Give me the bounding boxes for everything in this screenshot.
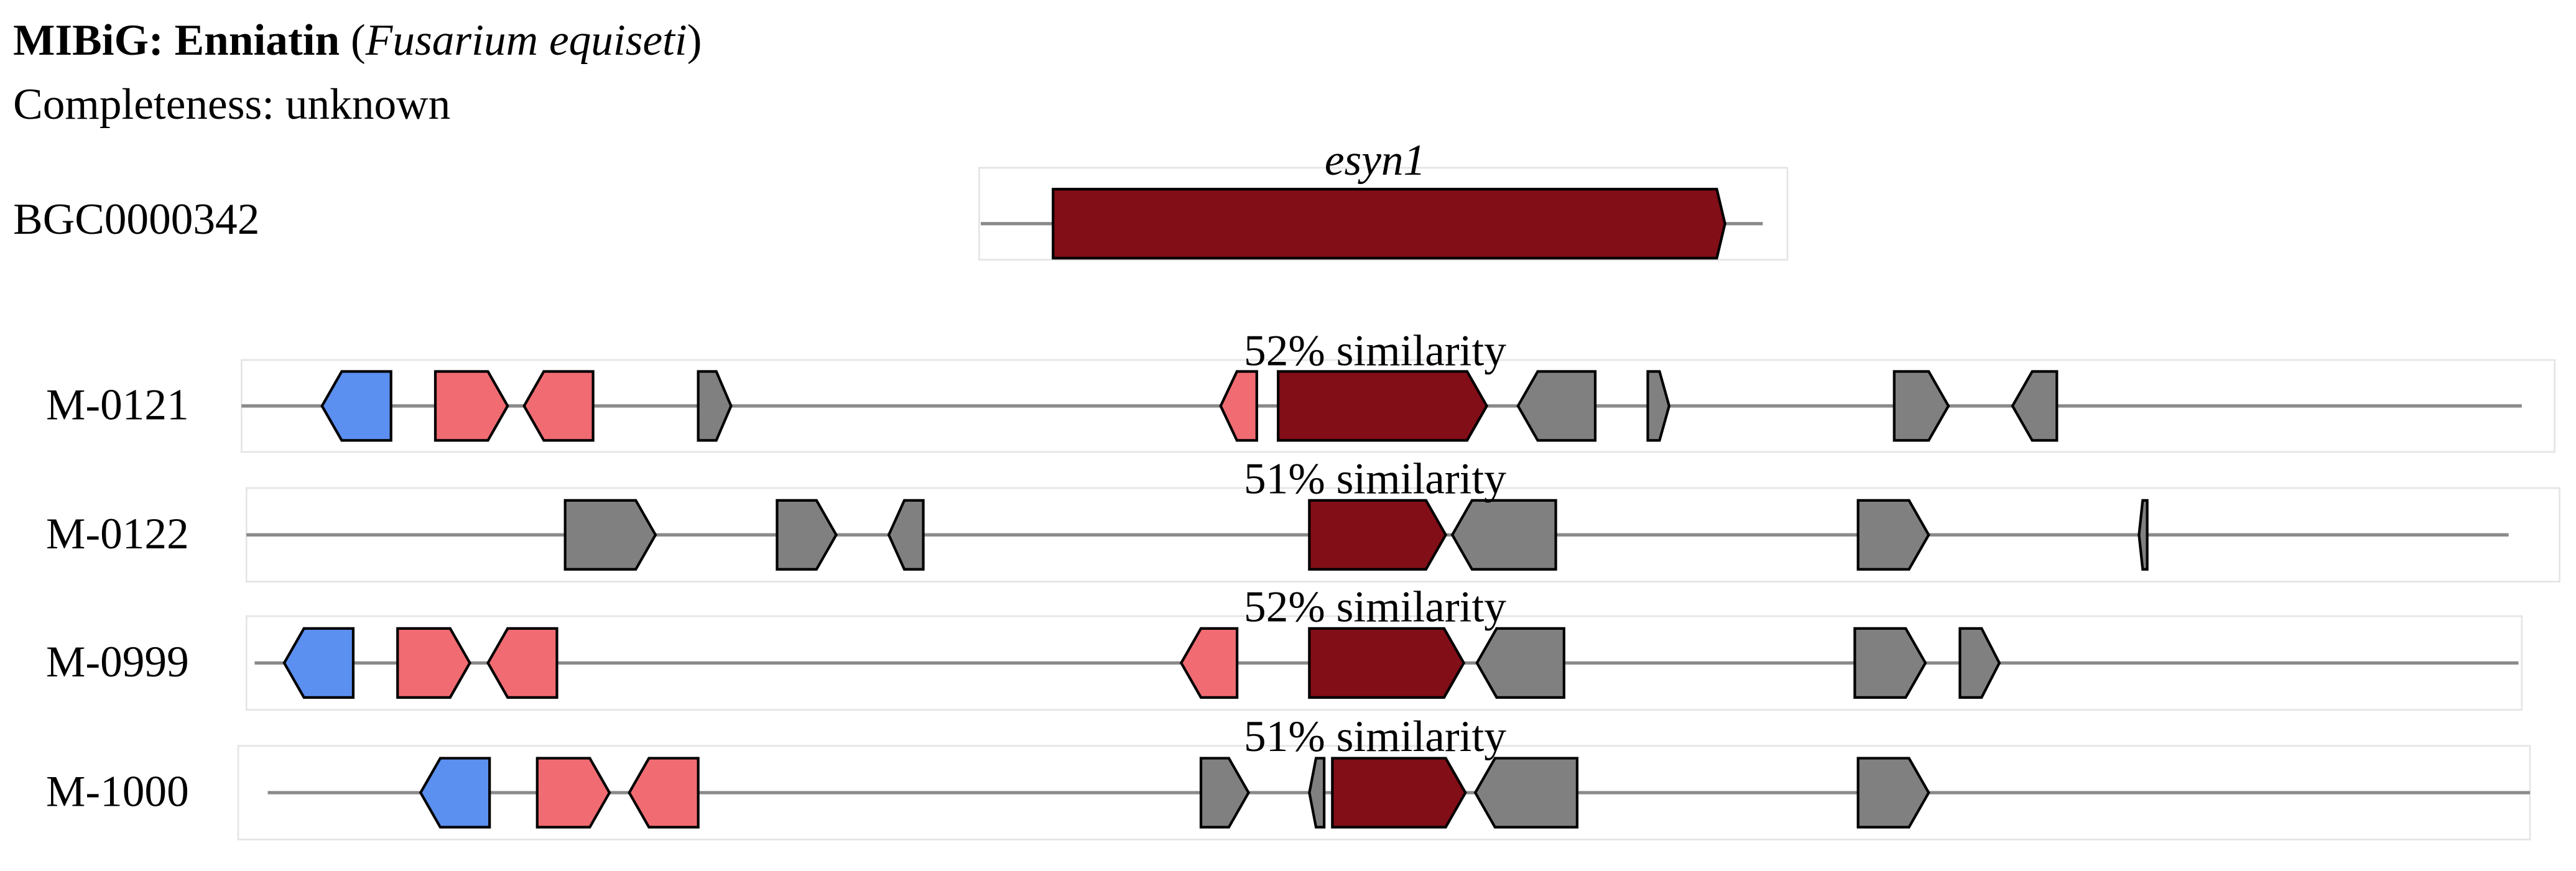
similarity: 52% similarity <box>1244 583 1506 632</box>
gene <box>535 757 611 829</box>
gene <box>2138 499 2149 571</box>
title-part: ( <box>340 16 366 65</box>
gene <box>396 627 471 699</box>
gene <box>1473 757 1579 829</box>
match-name: M-0121 <box>46 380 189 430</box>
gene <box>1308 757 1326 829</box>
gene <box>1516 370 1597 442</box>
gene <box>628 757 700 829</box>
match-name: M-1000 <box>46 767 189 816</box>
completeness: Completeness: unknown <box>13 80 450 129</box>
gene <box>320 370 392 442</box>
gene <box>776 499 838 571</box>
gene <box>1450 499 1557 571</box>
match-name: M-0999 <box>46 637 189 686</box>
gene <box>1331 757 1467 829</box>
gene <box>1052 188 1726 260</box>
gene <box>486 627 558 699</box>
gene <box>1199 757 1251 829</box>
gene <box>1277 370 1489 442</box>
gene <box>1853 627 1927 699</box>
gene <box>1646 370 1671 442</box>
gene <box>433 370 509 442</box>
gene <box>1308 499 1448 571</box>
gene <box>282 627 355 699</box>
gene <box>1219 370 1258 442</box>
similarity: 51% similarity <box>1244 454 1506 503</box>
title-part: MIBiG: Enniatin <box>13 16 340 65</box>
match-name: M-0122 <box>46 509 189 558</box>
gene <box>419 757 491 829</box>
title: MIBiG: Enniatin (Fusarium equiseti) <box>13 16 702 65</box>
gene <box>1179 627 1239 699</box>
gene <box>1893 370 1950 442</box>
title-part: ) <box>687 16 702 65</box>
gene <box>2011 370 2059 442</box>
gene <box>1958 627 2001 699</box>
gene <box>1856 757 1930 829</box>
gene <box>697 370 733 442</box>
gene <box>1475 627 1565 699</box>
gene <box>563 499 657 571</box>
gene <box>887 499 925 571</box>
similarity: 51% similarity <box>1244 712 1506 761</box>
gene-label: esyn1 <box>1325 136 1425 185</box>
similarity: 52% similarity <box>1244 326 1506 375</box>
gene <box>1856 499 1930 571</box>
gene <box>1308 627 1466 699</box>
gene <box>522 370 595 442</box>
title-part: Fusarium equiseti <box>365 16 687 65</box>
reference-id: BGC0000342 <box>13 195 259 244</box>
